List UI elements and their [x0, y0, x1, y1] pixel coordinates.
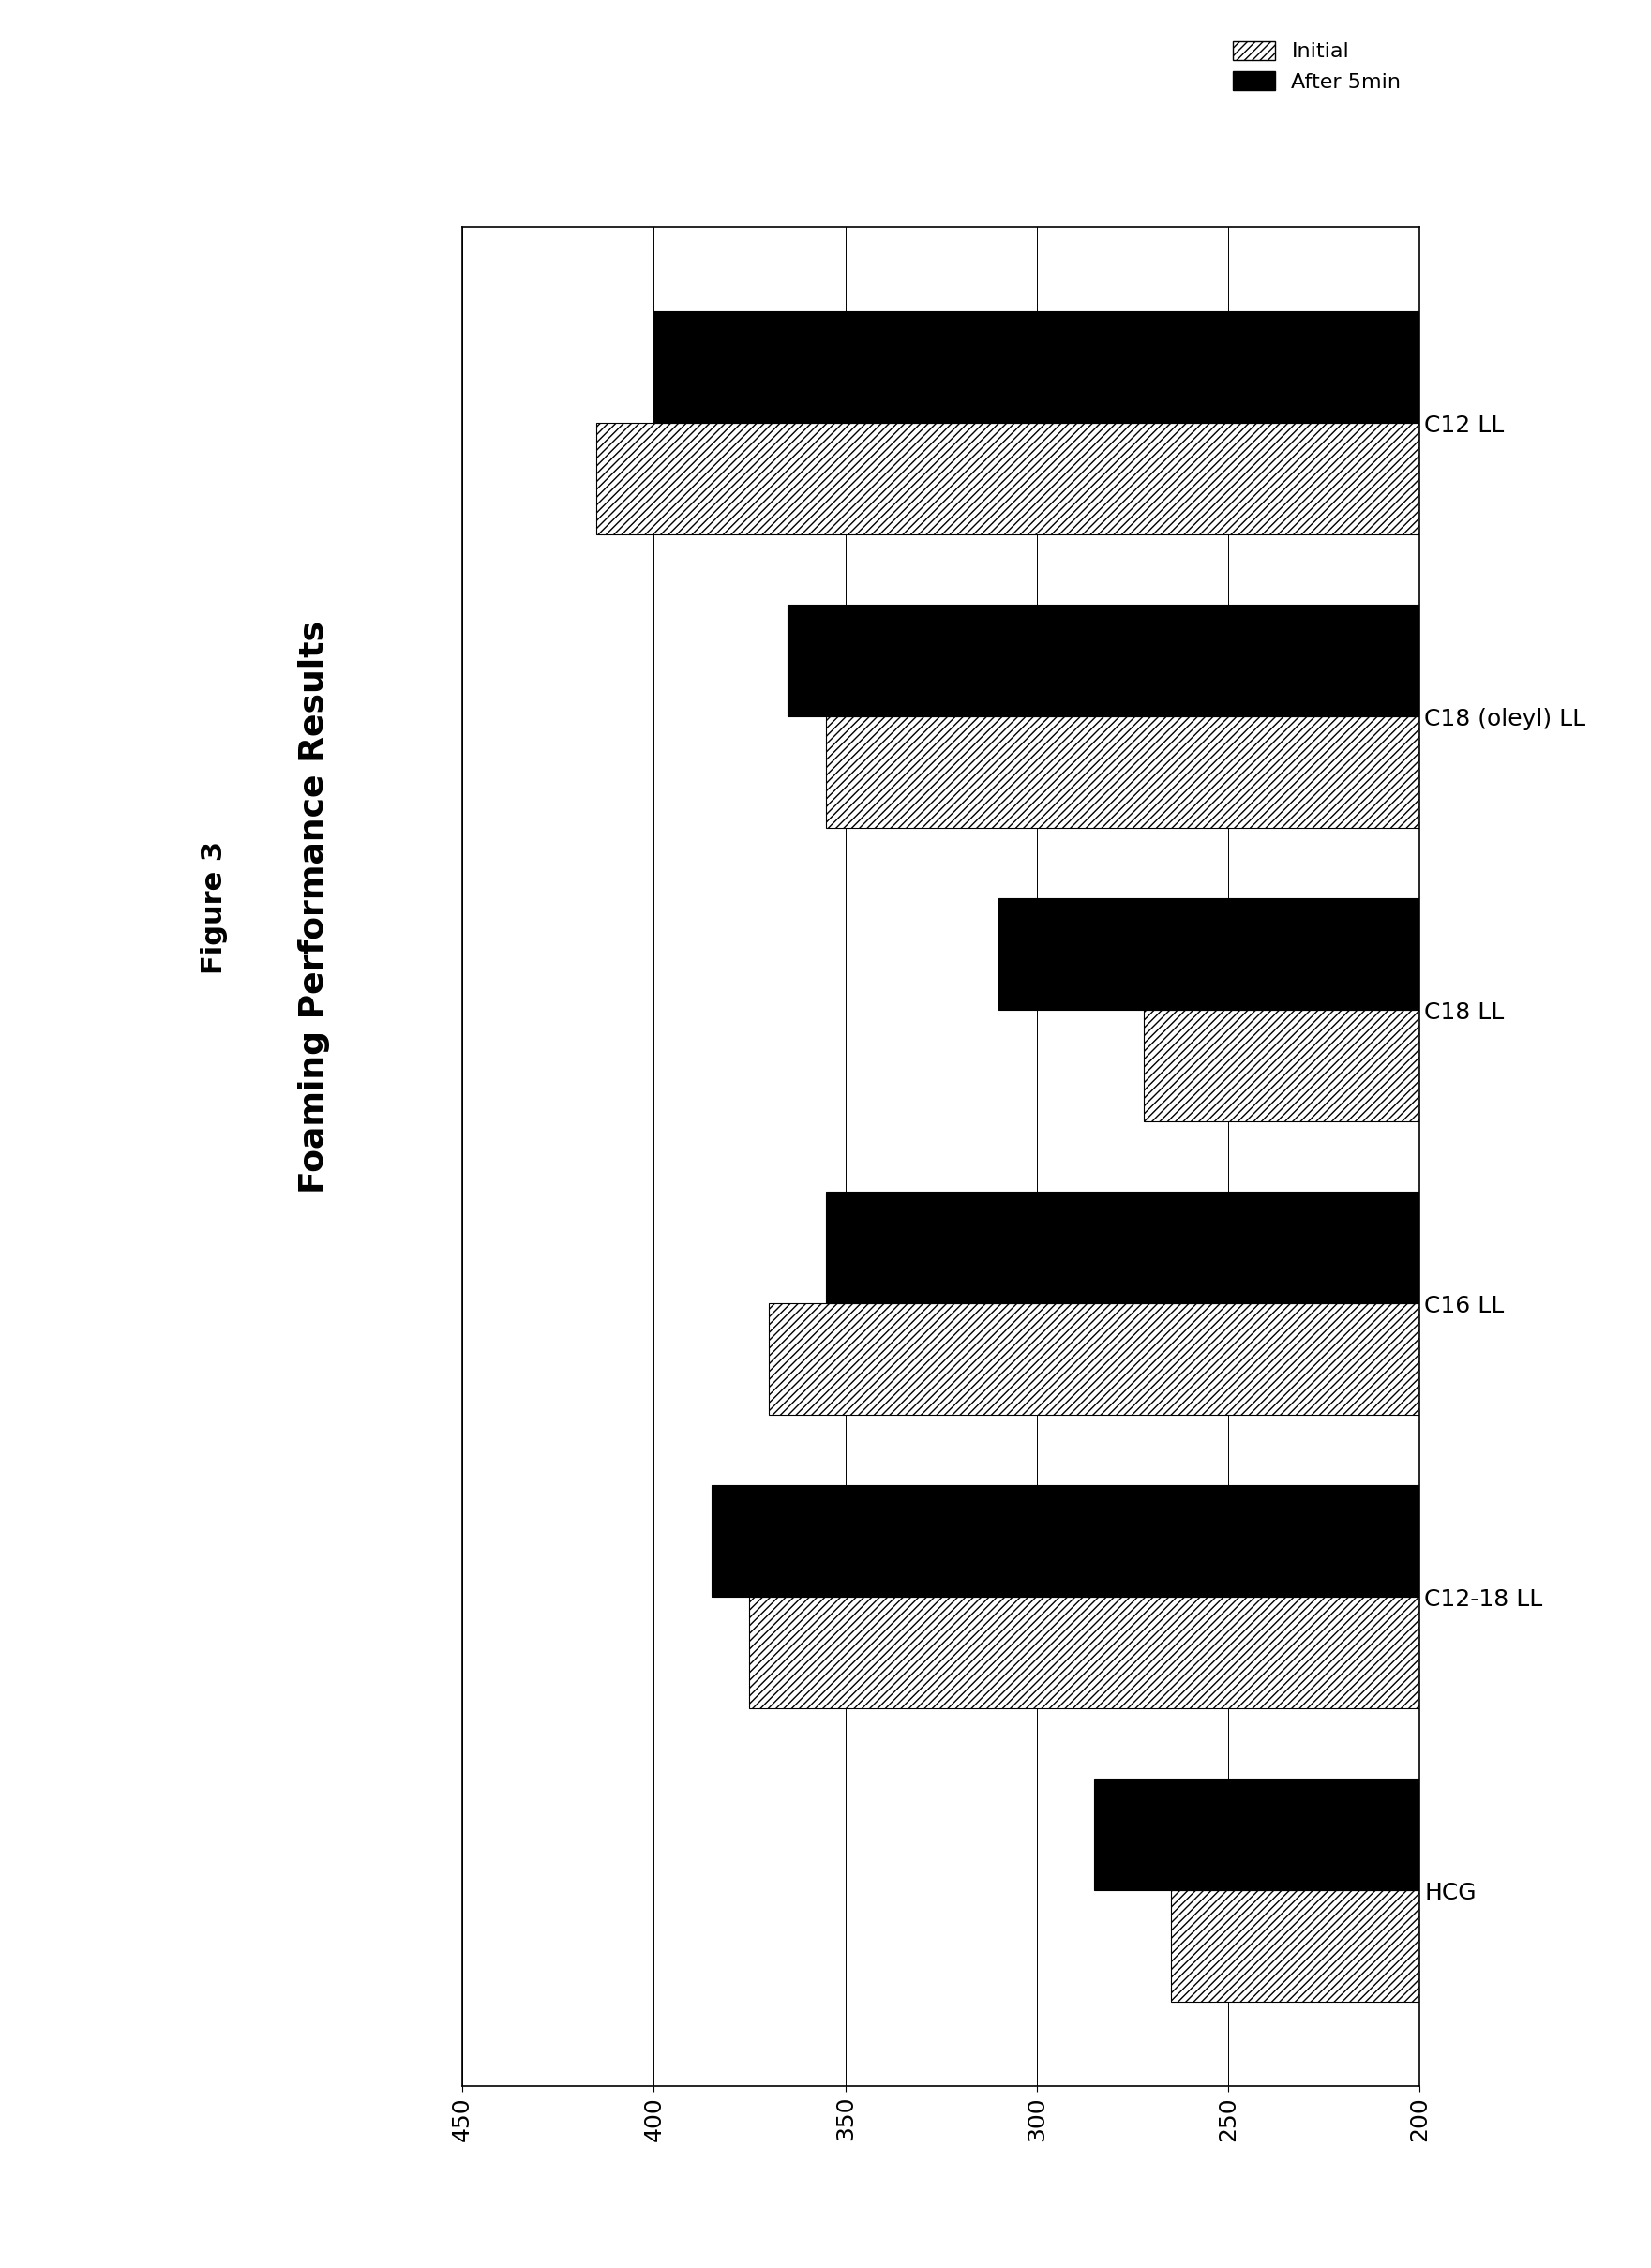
Text: Foaming Performance Results: Foaming Performance Results [297, 621, 330, 1193]
Bar [826, 1193, 1651, 1304]
Bar [1171, 1892, 1651, 2003]
Bar [712, 1486, 1651, 1597]
Bar [826, 717, 1651, 828]
Bar [654, 311, 1651, 422]
Bar [999, 898, 1651, 1009]
Bar [750, 1597, 1651, 1708]
Bar [769, 1304, 1651, 1415]
Legend: Initial, After 5min: Initial, After 5min [1225, 32, 1410, 100]
Bar [596, 422, 1651, 535]
Text: Figure 3: Figure 3 [201, 841, 228, 973]
Bar [1095, 1778, 1651, 1892]
Bar [1144, 1009, 1651, 1120]
Bar [788, 606, 1651, 717]
